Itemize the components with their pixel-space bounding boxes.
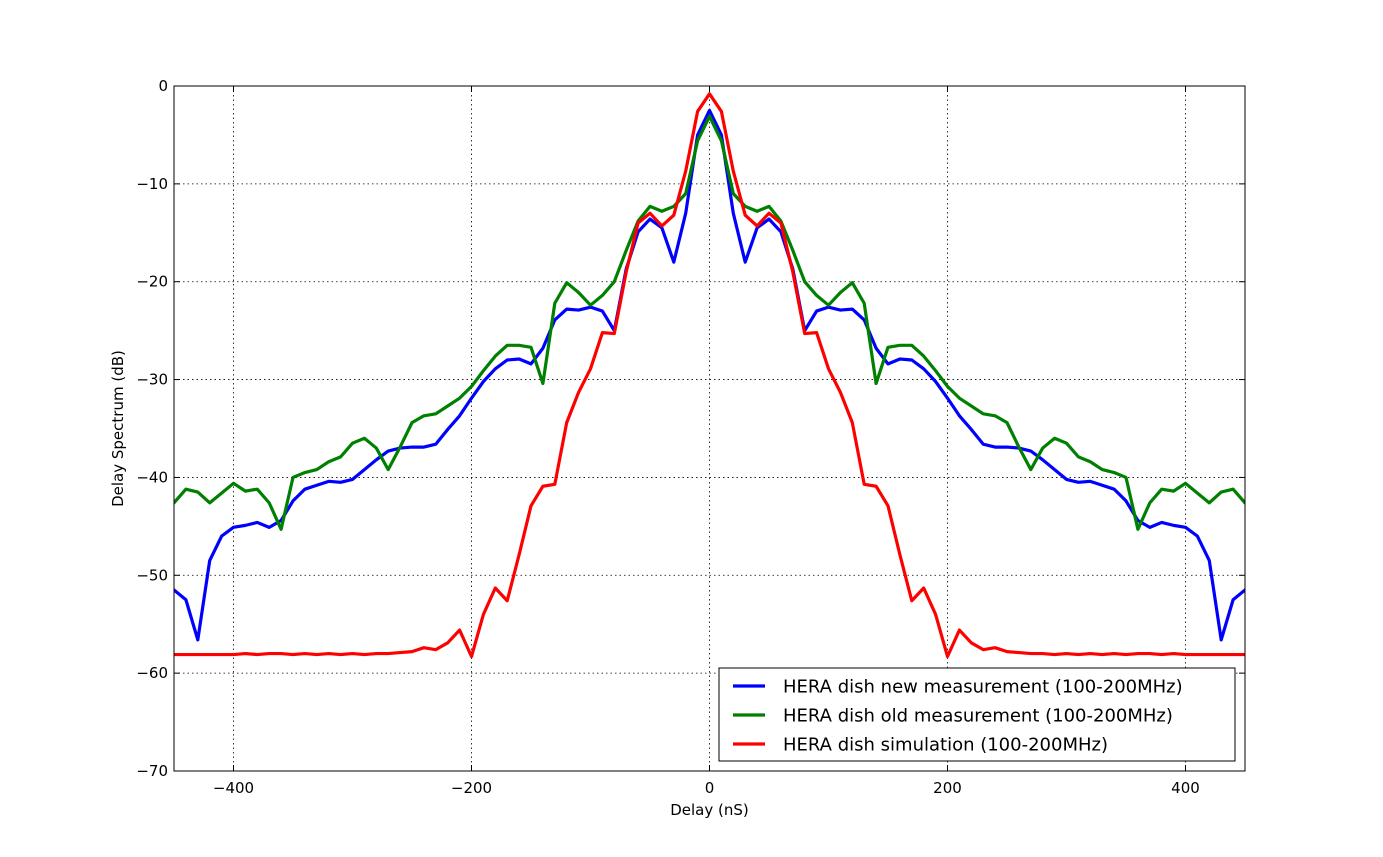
- y-tick-label: −20: [136, 273, 168, 291]
- y-tick-label: 0: [158, 77, 168, 95]
- axis-ticks: −400 −200 0 200 400 0 −10 −20 −30 −40 −50 −60 −70: [136, 77, 1245, 797]
- series-line-1: [174, 108, 1245, 642]
- y-tick-label: −10: [136, 175, 168, 193]
- series-line-2: [174, 114, 1245, 531]
- legend-box: [718, 667, 1236, 762]
- y-axis-title: Delay Spectrum (dB): [109, 350, 127, 507]
- x-tick-label: 200: [933, 779, 962, 797]
- x-tick-label: 0: [705, 779, 715, 797]
- series-line-3: [174, 92, 1245, 659]
- legend-label-2: HERA dish old measurement (100-200MHz): [783, 706, 1173, 727]
- legend: HERA dish new measurement (100-200MHz) HE…: [718, 667, 1236, 762]
- y-tick-label: −70: [136, 762, 168, 780]
- y-tick-label: −30: [136, 371, 168, 389]
- x-tick-label: −400: [213, 779, 254, 797]
- series-lines: [174, 92, 1245, 659]
- y-tick-label: −50: [136, 566, 168, 584]
- y-tick-label: −60: [136, 664, 168, 682]
- x-tick-label: −200: [451, 779, 492, 797]
- legend-label-3: HERA dish simulation (100-200MHz): [783, 735, 1108, 756]
- legend-label-1: HERA dish new measurement (100-200MHz): [783, 677, 1183, 698]
- x-axis-title: Delay (nS): [670, 801, 749, 819]
- y-tick-label: −40: [136, 468, 168, 486]
- x-tick-label: 400: [1171, 779, 1200, 797]
